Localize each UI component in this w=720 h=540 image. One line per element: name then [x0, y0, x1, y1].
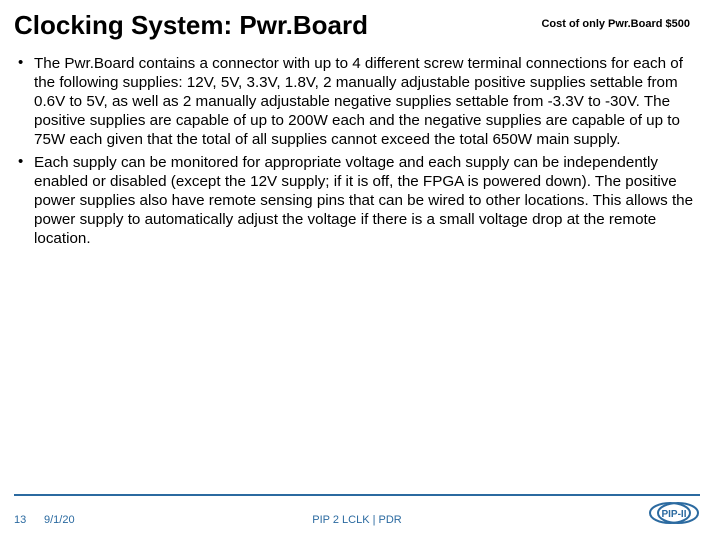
body-content: The Pwr.Board contains a connector with … — [14, 54, 700, 252]
bullet-list: The Pwr.Board contains a connector with … — [14, 54, 700, 248]
logo-icon: PIP-II — [648, 498, 700, 528]
page-title: Clocking System: Pwr.Board — [14, 10, 368, 41]
footer-divider — [14, 494, 700, 496]
cost-note: Cost of only Pwr.Board $500 — [541, 18, 690, 30]
logo-text: PIP-II — [661, 509, 686, 520]
bullet-item: Each supply can be monitored for appropr… — [14, 153, 700, 248]
slide: Clocking System: Pwr.Board Cost of only … — [0, 0, 720, 540]
footer-date: 9/1/20 — [44, 514, 124, 526]
footer-presenter: PIP 2 LCLK | PDR — [312, 514, 401, 526]
page-number: 13 — [14, 514, 44, 526]
footer: 13 9/1/20 PIP 2 LCLK | PDR PIP-II — [14, 514, 700, 526]
bullet-item: The Pwr.Board contains a connector with … — [14, 54, 700, 149]
title-row: Clocking System: Pwr.Board Cost of only … — [14, 10, 700, 41]
